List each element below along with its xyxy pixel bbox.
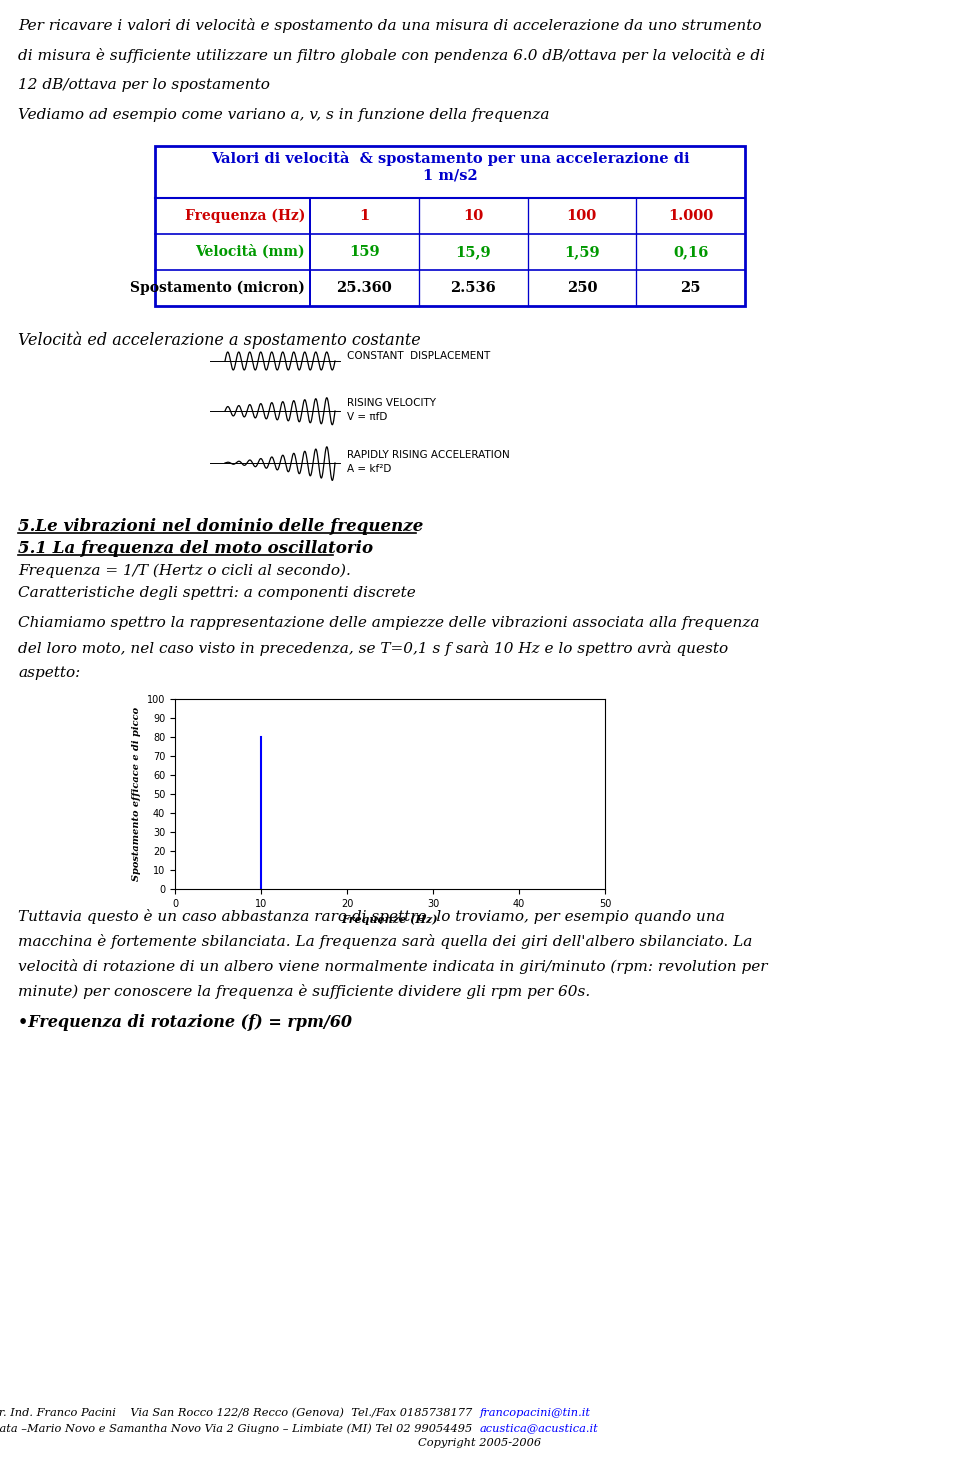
Text: del loro moto, nel caso visto in precedenza, se T=0,1 s f sarà 10 Hz e lo spettr: del loro moto, nel caso visto in precede… [18,642,728,656]
Text: Valori di velocità  & spostamento per una accelerazione di
1 m/s2: Valori di velocità & spostamento per una… [210,152,689,182]
Text: 159: 159 [349,245,380,260]
Text: acustica@acustica.it: acustica@acustica.it [480,1423,599,1433]
Text: macchina è fortemente sbilanciata. La frequenza sarà quella dei giri dell'albero: macchina è fortemente sbilanciata. La fr… [18,935,753,949]
Text: 25.360: 25.360 [337,281,393,295]
Text: Vediamo ad esempio come variano a, v, s in funzione della frequenza: Vediamo ad esempio come variano a, v, s … [18,108,549,122]
Text: 10: 10 [463,208,483,223]
Text: Velocità (mm): Velocità (mm) [196,245,305,260]
Text: 250: 250 [566,281,597,295]
Text: RISING VELOCITY: RISING VELOCITY [347,398,436,408]
Text: V = πfD: V = πfD [347,413,388,421]
Text: Studio Tecnico Per. Ind. Franco Pacini    Via San Rocco 122/8 Recco (Genova)  Te: Studio Tecnico Per. Ind. Franco Pacini V… [0,1408,480,1419]
Text: Caratteristiche degli spettri: a componenti discrete: Caratteristiche degli spettri: a compone… [18,586,416,601]
Text: 1: 1 [359,208,370,223]
Text: francopacini@tin.it: francopacini@tin.it [480,1408,591,1419]
Text: 12 dB/ottava per lo spostamento: 12 dB/ottava per lo spostamento [18,77,270,92]
Text: 0,16: 0,16 [673,245,708,260]
Text: Per ricavare i valori di velocità e spostamento da una misura di accelerazione d: Per ricavare i valori di velocità e spos… [18,17,761,34]
Text: 25: 25 [681,281,701,295]
Text: RAPIDLY RISING ACCELERATION: RAPIDLY RISING ACCELERATION [347,451,510,461]
Text: 5.1 La frequenza del moto oscillatorio: 5.1 La frequenza del moto oscillatorio [18,539,373,557]
Text: 1.000: 1.000 [668,208,713,223]
Text: A = kf²D: A = kf²D [347,464,392,474]
Text: aspetto:: aspetto: [18,666,81,679]
Text: Chiamiamo spettro la rappresentazione delle ampiezze delle vibrazioni associata : Chiamiamo spettro la rappresentazione de… [18,615,759,630]
Text: 2.536: 2.536 [450,281,496,295]
Text: 5.Le vibrazioni nel dominio delle frequenze: 5.Le vibrazioni nel dominio delle freque… [18,518,423,535]
Text: Frequenza = 1/T (Hertz o cicli al secondo).: Frequenza = 1/T (Hertz o cicli al second… [18,564,350,579]
Y-axis label: Spostamento efficace e di picco: Spostamento efficace e di picco [132,707,141,881]
Text: minute) per conoscere la frequenza è sufficiente dividere gli rpm per 60s.: minute) per conoscere la frequenza è suf… [18,984,590,999]
Text: •Frequenza di rotazione (f) = rpm/60: •Frequenza di rotazione (f) = rpm/60 [18,1013,352,1031]
Text: 15,9: 15,9 [455,245,491,260]
Text: di misura è sufficiente utilizzare un filtro globale con pendenza 6.0 dB/ottava : di misura è sufficiente utilizzare un fi… [18,48,765,63]
Text: Spostamento (micron): Spostamento (micron) [131,281,305,295]
Text: Tuttavia questo è un caso abbastanza raro di spettro, lo troviamo, per esempio q: Tuttavia questo è un caso abbastanza rar… [18,908,725,924]
Text: 1,59: 1,59 [564,245,600,260]
Text: Copyright 2005-2006: Copyright 2005-2006 [419,1438,541,1448]
Text: 100: 100 [566,208,597,223]
Text: Frequenza (Hz): Frequenza (Hz) [184,208,305,223]
X-axis label: Frequenze (Hz): Frequenze (Hz) [342,914,439,926]
Text: CONSTANT  DISPLACEMENT: CONSTANT DISPLACEMENT [347,351,491,362]
Text: Velocità ed accelerazione a spostamento costante: Velocità ed accelerazione a spostamento … [18,331,420,348]
Text: Laboratorio di Acustica Applicata –Mario Novo e Samantha Novo Via 2 Giugno – Lim: Laboratorio di Acustica Applicata –Mario… [0,1423,480,1433]
Text: velocità di rotazione di un albero viene normalmente indicata in giri/minuto (rp: velocità di rotazione di un albero viene… [18,959,767,974]
Bar [155,146,745,306]
